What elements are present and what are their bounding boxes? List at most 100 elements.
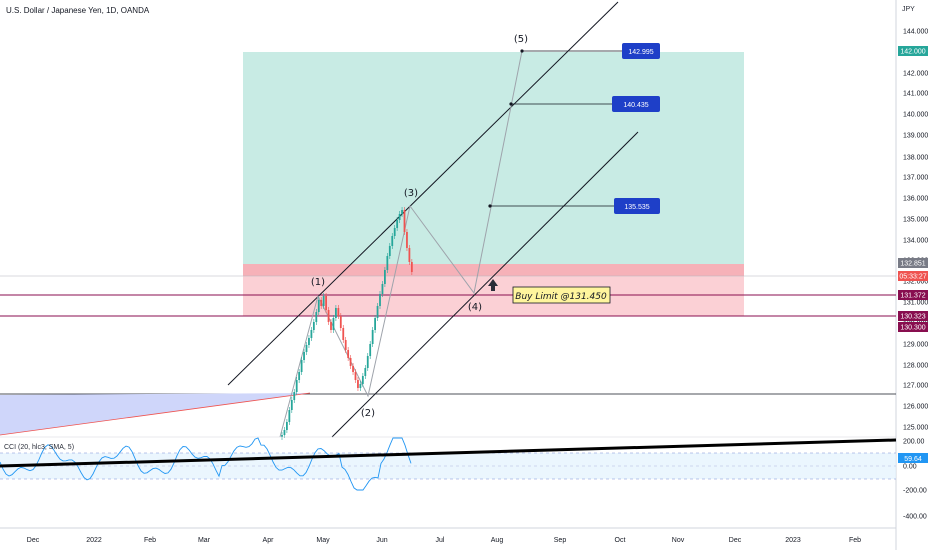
price-tick-label: 126.000	[903, 404, 928, 411]
wave-label-2[interactable]: (2)	[361, 408, 375, 419]
candle-body	[305, 345, 308, 352]
candle-body	[384, 270, 386, 284]
cci-tick-label: -200.00	[903, 488, 927, 495]
time-tick-label: Jul	[436, 537, 445, 544]
candle-body	[347, 350, 350, 358]
time-axis[interactable]: Dec 2022 Feb Mar Apr May Jun Jul Aug Sep Oct Nov Dec…	[27, 537, 861, 544]
price-tick-label: 125.000	[903, 425, 928, 432]
time-tick-label: Feb	[144, 537, 156, 544]
candle-body	[339, 316, 342, 328]
svg-text:135.535: 135.535	[624, 204, 649, 211]
candle-body	[330, 322, 332, 330]
profit-zone[interactable]	[243, 52, 744, 264]
trend-line-thick[interactable]	[0, 438, 897, 468]
candle-body	[361, 376, 364, 384]
time-tick-label: May	[316, 537, 330, 544]
cci-tick-label: 200.00	[903, 439, 925, 446]
price-badge	[898, 290, 928, 300]
candle-body	[315, 312, 318, 322]
candle-body	[401, 210, 403, 214]
price-tick-label: 138.000	[903, 155, 928, 162]
svg-text:59.64: 59.64	[904, 456, 922, 463]
target-badge-140435[interactable]: 140.435	[612, 96, 660, 112]
candle-body	[398, 214, 401, 220]
time-tick-label: Jun	[376, 537, 387, 544]
buy-limit-label[interactable]: Buy Limit @131.450	[512, 286, 611, 304]
price-tick-label: 129.000	[903, 342, 928, 349]
candle-body	[337, 308, 340, 316]
candle-body	[357, 380, 359, 388]
wave-label-5[interactable]: (5)	[514, 34, 528, 45]
svg-text:Buy Limit @131.450: Buy Limit @131.450	[515, 292, 607, 302]
candle-body	[376, 306, 379, 318]
price-badges: 142.000 132.851 05:33:27 131.372 130.323 130.…	[898, 46, 928, 332]
candle-body	[303, 352, 305, 360]
channel-lower-line[interactable]	[331, 131, 639, 438]
candle-body	[393, 228, 396, 236]
price-tick-label: 127.000	[903, 383, 928, 390]
target-badge-142995[interactable]: 142.995	[622, 43, 660, 59]
price-tick-label: 135.000	[903, 217, 928, 224]
price-badge	[898, 322, 928, 332]
candlestick-series	[281, 207, 413, 440]
price-tick-label: 131.000	[903, 300, 928, 307]
candle-body	[288, 410, 291, 422]
candle-body	[379, 294, 381, 306]
candle-body	[344, 340, 347, 350]
symbol-title[interactable]: U.S. Dollar / Japanese Yen, 1D, OANDA	[6, 6, 150, 15]
candle-body	[364, 368, 367, 376]
time-tick-label: Nov	[672, 537, 685, 544]
price-badge	[898, 311, 928, 321]
candle-body	[290, 400, 293, 410]
price-tick-label: 134.000	[903, 238, 928, 245]
channel-upper-line[interactable]	[227, 1, 619, 386]
cci-line[interactable]	[0, 437, 412, 491]
price-badge	[898, 258, 928, 268]
currency-label: JPY	[902, 6, 915, 13]
candle-body	[408, 248, 411, 262]
candle-body	[396, 220, 399, 228]
price-tick-label: 132.000	[903, 279, 928, 286]
candle-body	[322, 296, 325, 306]
candle-body	[410, 262, 413, 272]
svg-text:140.435: 140.435	[623, 102, 648, 109]
wave-label-4[interactable]: (4)	[468, 302, 482, 313]
candle-body	[310, 330, 313, 338]
candle-body	[388, 246, 391, 256]
target-badge-135535[interactable]: 135.535	[614, 198, 660, 214]
candle-body	[342, 328, 345, 340]
candle-body	[403, 210, 406, 232]
candle-body	[281, 435, 283, 437]
price-tick-label: 144.000	[903, 29, 928, 36]
candle-body	[349, 358, 352, 366]
wave-label-1[interactable]: (1)	[311, 277, 325, 288]
price-badge-text: 130.300	[900, 325, 925, 332]
candle-body	[359, 384, 362, 388]
price-tick-label: 139.000	[903, 133, 928, 140]
candle-body	[391, 236, 394, 246]
price-badge-text: 131.372	[900, 293, 925, 300]
cci-axis[interactable]: 200.00 0.00 -200.00 -400.00	[903, 439, 927, 521]
up-arrow-icon[interactable]	[488, 279, 498, 291]
candle-body	[286, 422, 288, 430]
candle-body	[381, 284, 384, 294]
candle-body	[371, 330, 374, 344]
time-tick-label: Feb	[849, 537, 861, 544]
wave-label-3[interactable]: (3)	[404, 188, 418, 199]
time-tick-label: 2022	[86, 537, 102, 544]
price-badge	[898, 46, 928, 56]
time-tick-label: Dec	[729, 537, 742, 544]
time-tick-label: Dec	[27, 537, 40, 544]
candle-body	[293, 392, 296, 400]
price-tick-label: 142.000	[903, 71, 928, 78]
price-tick-label: 140.000	[903, 112, 928, 119]
candle-body	[354, 372, 357, 380]
price-tick-label: 136.000	[903, 196, 928, 203]
cci-tick-label: 0.00	[903, 464, 917, 471]
cci-indicator-label[interactable]: CCI (20, hlc3, SMA, 5)	[4, 444, 75, 451]
price-badge-text: 05:33:27	[899, 274, 926, 281]
wave-projection-line[interactable]	[279, 50, 523, 438]
candle-body	[312, 322, 315, 330]
price-badge-text: 130.323	[900, 314, 925, 321]
